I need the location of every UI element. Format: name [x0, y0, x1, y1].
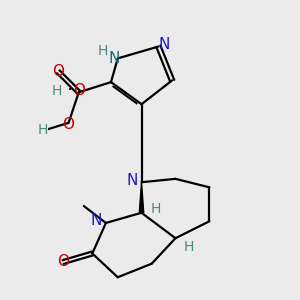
Text: O: O	[63, 117, 75, 132]
Text: N: N	[159, 37, 170, 52]
Text: H: H	[184, 240, 194, 254]
Text: ·: ·	[67, 81, 74, 100]
Text: N: N	[108, 51, 119, 66]
Polygon shape	[139, 182, 144, 213]
Text: H: H	[97, 44, 108, 58]
Text: N: N	[91, 213, 102, 228]
Text: O: O	[58, 254, 70, 269]
Text: H: H	[38, 123, 48, 136]
Text: O: O	[74, 83, 86, 98]
Text: H: H	[151, 202, 161, 216]
Text: O: O	[52, 64, 64, 80]
Text: N: N	[126, 173, 138, 188]
Text: H: H	[52, 84, 62, 98]
